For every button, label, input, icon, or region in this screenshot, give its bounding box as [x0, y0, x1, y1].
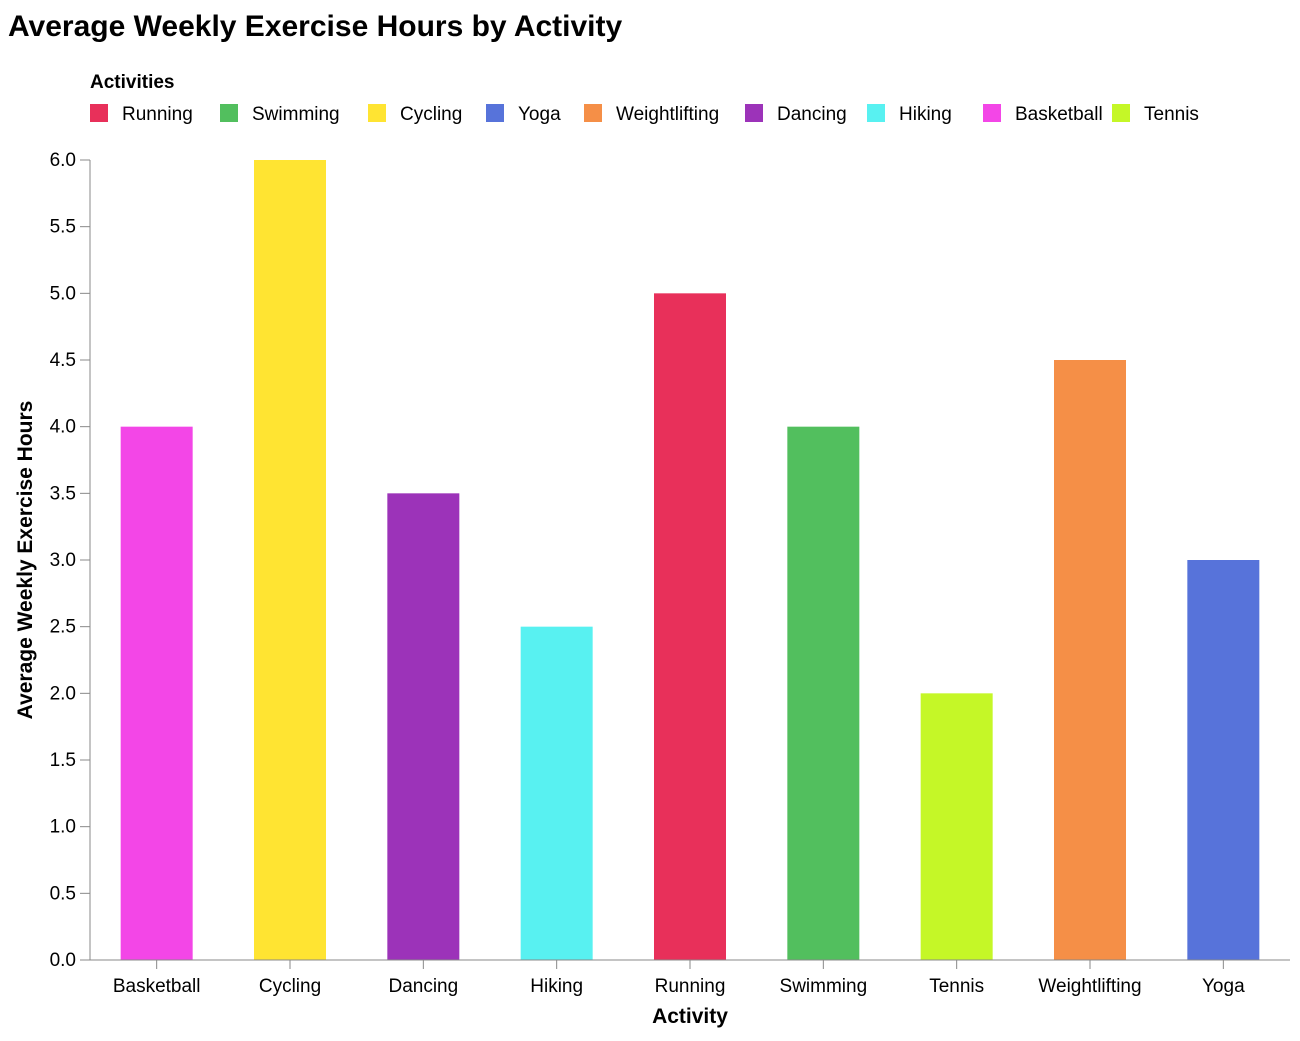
legend-item-hiking: Hiking — [867, 104, 952, 125]
legend-title: Activities — [90, 72, 174, 93]
legend-swatch — [584, 104, 602, 122]
legend-swatch — [867, 104, 885, 122]
x-tick-label: Basketball — [113, 976, 201, 997]
legend-label: Hiking — [899, 104, 952, 125]
legend-swatch — [220, 104, 238, 122]
legend-item-weightlifting: Weightlifting — [584, 104, 719, 125]
legend-label: Cycling — [400, 104, 462, 125]
x-tick-label: Tennis — [929, 976, 984, 997]
y-tick-label: 2.0 — [50, 683, 76, 704]
bar-basketball — [120, 426, 193, 961]
x-tick-label: Dancing — [388, 976, 458, 997]
y-tick-label: 0.5 — [50, 883, 76, 904]
bar-cycling — [254, 160, 326, 960]
legend-label: Dancing — [777, 104, 847, 125]
legend-item-swimming: Swimming — [220, 104, 340, 125]
y-tick-label: 5.0 — [50, 283, 76, 304]
x-tick-label: Yoga — [1202, 976, 1245, 997]
chart-title: Average Weekly Exercise Hours by Activit… — [8, 10, 623, 43]
y-tick-label: 1.0 — [50, 817, 76, 838]
y-tick-label: 3.5 — [50, 483, 76, 504]
bars — [120, 160, 1260, 961]
legend-label: Yoga — [518, 104, 561, 125]
y-tick-label: 3.0 — [50, 550, 76, 571]
legend-item-tennis: Tennis — [1112, 104, 1199, 125]
legend-item-yoga: Yoga — [486, 104, 561, 125]
x-tick-label: Weightlifting — [1038, 976, 1141, 997]
y-axis-title: Average Weekly Exercise Hours — [14, 401, 37, 720]
bar-tennis — [920, 693, 993, 960]
x-axis-title: Activity — [652, 1005, 728, 1028]
legend-label: Tennis — [1144, 104, 1199, 125]
x-tick-label: Swimming — [780, 976, 868, 997]
x-tick-label: Running — [655, 976, 726, 997]
bar-dancing — [387, 493, 460, 960]
y-tick-label: 6.0 — [50, 150, 76, 171]
legend-swatch — [368, 104, 386, 122]
legend-item-cycling: Cycling — [368, 104, 462, 125]
legend-item-running: Running — [90, 104, 193, 125]
y-tick-label: 0.0 — [50, 950, 76, 971]
y-tick-label: 4.5 — [50, 350, 76, 371]
y-tick-label: 2.5 — [50, 617, 76, 638]
bar-weightlifting — [1054, 360, 1126, 960]
legend-swatch — [90, 104, 108, 122]
y-axis: 0.0 0.5 1.0 1.5 2.0 2.5 3.0 3.5 4.0 4.5 5.0 5.5 6.0 — [50, 150, 91, 971]
bar-hiking — [520, 626, 593, 960]
bar-swimming — [787, 426, 860, 961]
legend-item-basketball: Basketball — [983, 104, 1103, 125]
legend-item-dancing: Dancing — [745, 104, 847, 125]
legend-swatch — [983, 104, 1001, 122]
legend-label: Swimming — [252, 104, 340, 125]
bar-yoga — [1187, 560, 1260, 960]
y-tick-label: 1.5 — [50, 750, 76, 771]
legend-label: Basketball — [1015, 104, 1103, 125]
legend-swatch — [745, 104, 763, 122]
y-tick-label: 5.5 — [50, 217, 76, 238]
legend-swatch — [1112, 104, 1130, 122]
x-axis: Basketball Cycling Dancing Hiking Running Swi… — [90, 959, 1290, 997]
x-tick-label: Cycling — [259, 976, 321, 997]
legend-label: Weightlifting — [616, 104, 719, 125]
bar-running — [654, 293, 726, 960]
legend-swatch — [486, 104, 504, 122]
legend: Activities Running Swimming Cycling Yoga Wei… — [90, 72, 1199, 125]
plot-area: 0.00.51.01.52.02.53.03.54.04.55.05.56.0 … — [50, 150, 1290, 997]
y-tick-label: 4.0 — [50, 417, 76, 438]
legend-label: Running — [122, 104, 193, 125]
x-tick-label: Hiking — [530, 976, 583, 997]
